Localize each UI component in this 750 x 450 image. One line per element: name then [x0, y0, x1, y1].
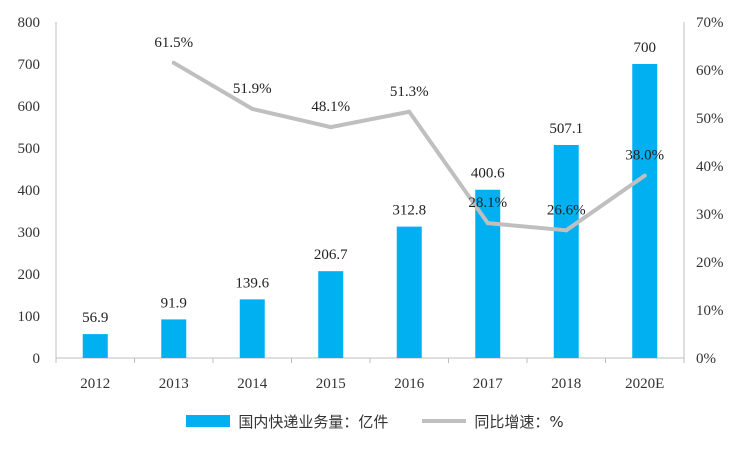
y-right-tick-label: 50% [696, 111, 724, 127]
y-left-tick-label: 200 [18, 267, 41, 283]
legend: 国内快递业务量：亿件 同比增速：% [0, 408, 750, 434]
growth-point [564, 228, 569, 233]
bar-value-label: 400.6 [471, 166, 505, 182]
x-tick-label: 2014 [237, 376, 268, 392]
y-left-tick-label: 100 [18, 309, 41, 325]
bar [318, 271, 344, 358]
y-right-tick-label: 60% [696, 63, 724, 79]
bar [239, 299, 265, 358]
line-value-label: 51.9% [233, 81, 272, 97]
x-tick-label: 2012 [80, 376, 110, 392]
legend-item-growth: 同比增速：% [422, 411, 564, 432]
x-tick-label: 2013 [159, 376, 189, 392]
legend-swatch-line [422, 419, 467, 423]
growth-point [171, 60, 176, 65]
x-tick-label: 2016 [394, 376, 425, 392]
line-value-label: 28.1% [468, 195, 507, 211]
legend-swatch-bar [186, 415, 231, 427]
y-right-tick-label: 20% [696, 255, 724, 271]
line-value-label: 38.0% [625, 148, 664, 164]
bar-value-label: 507.1 [549, 121, 583, 137]
growth-point [485, 221, 490, 226]
bar [82, 334, 108, 358]
y-left-tick-label: 800 [18, 15, 41, 31]
bar-value-label: 700 [634, 40, 657, 56]
y-left-tick-label: 300 [18, 225, 41, 241]
growth-point [250, 106, 255, 111]
line-value-label: 61.5% [154, 35, 193, 51]
legend-label-volume: 国内快递业务量：亿件 [238, 412, 389, 431]
bar [553, 145, 579, 358]
legend-item-volume: 国内快递业务量：亿件 [186, 411, 388, 432]
bar [475, 189, 501, 358]
bar-value-label: 91.9 [161, 295, 187, 311]
x-tick-label: 2015 [316, 376, 346, 392]
x-tick-label: 2020E [625, 376, 664, 392]
line-value-label: 26.6% [547, 202, 586, 218]
line-value-label: 51.3% [390, 84, 429, 100]
growth-point [407, 109, 412, 114]
y-right-tick-label: 0% [696, 351, 716, 367]
bar [632, 64, 658, 358]
y-left-tick-label: 500 [18, 141, 41, 157]
line-series [171, 60, 647, 233]
x-tick-label: 2018 [551, 376, 581, 392]
y-left-tick-label: 400 [18, 183, 41, 199]
y-right-tick-label: 10% [696, 303, 724, 319]
axes: 0 100 200 300 400 500 600 700 800 0% 10% 20% 30% 40% 5… [18, 15, 724, 392]
bar-value-label: 206.7 [314, 247, 348, 263]
bar-series [82, 64, 658, 358]
y-right-tick-label: 40% [696, 159, 724, 175]
legend-label-growth: 同比增速：% [474, 412, 564, 431]
bar [396, 226, 422, 358]
bar-value-label: 139.6 [235, 275, 269, 291]
x-tick-label: 2017 [473, 376, 504, 392]
chart: 0 100 200 300 400 500 600 700 800 0% 10% 20% 30% 40% 5… [18, 15, 724, 392]
growth-point [328, 125, 333, 130]
line-value-label: 48.1% [311, 99, 350, 115]
y-left-tick-label: 600 [18, 99, 41, 115]
bar [161, 319, 187, 358]
y-right-tick-label: 30% [696, 207, 724, 223]
y-left-tick-label: 700 [18, 57, 41, 73]
y-left-tick-label: 0 [33, 351, 41, 367]
bar-value-label: 56.9 [82, 310, 108, 326]
y-right-tick-label: 70% [696, 15, 724, 31]
growth-point [642, 173, 647, 178]
bar-value-label: 312.8 [392, 203, 426, 219]
data-labels: 56.9 91.9 139.6 206.7 312.8 400.6 507.1 700 61.5… [82, 35, 664, 326]
